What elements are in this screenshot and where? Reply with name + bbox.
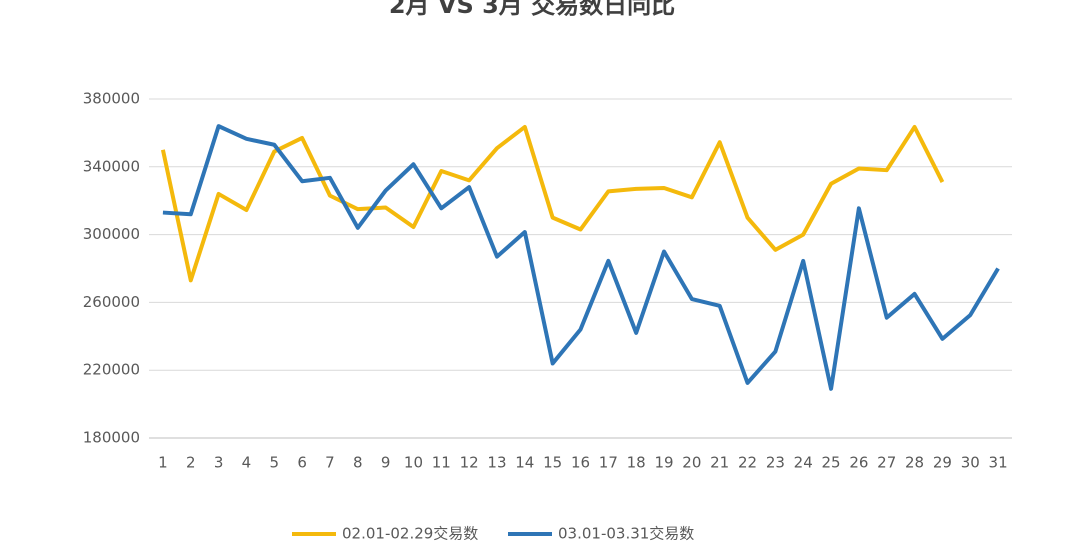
x-tick-label: 30 xyxy=(961,454,980,472)
y-tick-label: 300000 xyxy=(83,225,140,243)
y-tick-label: 180000 xyxy=(83,429,140,447)
x-tick-label: 16 xyxy=(571,454,590,472)
x-tick-label: 21 xyxy=(710,454,729,472)
x-tick-label: 4 xyxy=(242,454,252,472)
x-tick-label: 31 xyxy=(989,454,1008,472)
x-tick-label: 8 xyxy=(353,454,363,472)
y-tick-label: 340000 xyxy=(83,157,140,175)
x-tick-label: 2 xyxy=(186,454,196,472)
x-tick-label: 29 xyxy=(933,454,952,472)
x-tick-label: 18 xyxy=(627,454,646,472)
chart-title: 2月 VS 3月 交易数日同比 xyxy=(389,0,675,19)
x-tick-label: 22 xyxy=(738,454,757,472)
x-tick-label: 15 xyxy=(543,454,562,472)
x-tick-label: 7 xyxy=(325,454,335,472)
y-tick-label: 260000 xyxy=(83,293,140,311)
x-tick-label: 19 xyxy=(654,454,673,472)
x-tick-label: 3 xyxy=(214,454,224,472)
legend-label: 02.01-02.29交易数 xyxy=(342,525,478,543)
x-tick-label: 28 xyxy=(905,454,924,472)
x-tick-label: 10 xyxy=(404,454,423,472)
x-tick-label: 17 xyxy=(599,454,618,472)
series-line xyxy=(160,124,945,283)
legend-label: 03.01-03.31交易数 xyxy=(558,525,694,543)
x-tick-label: 26 xyxy=(849,454,868,472)
y-tick-label: 380000 xyxy=(83,90,140,108)
x-tick-label: 5 xyxy=(270,454,280,472)
x-tick-label: 1 xyxy=(158,454,168,472)
x-tick-label: 24 xyxy=(794,454,813,472)
x-tick-label: 27 xyxy=(877,454,896,472)
x-tick-label: 13 xyxy=(487,454,506,472)
x-tick-label: 25 xyxy=(822,454,841,472)
x-tick-label: 23 xyxy=(766,454,785,472)
x-tick-label: 9 xyxy=(381,454,391,472)
x-tick-label: 12 xyxy=(460,454,479,472)
x-tick-label: 6 xyxy=(297,454,307,472)
y-tick-label: 220000 xyxy=(83,361,140,379)
x-tick-label: 14 xyxy=(515,454,534,472)
x-tick-label: 11 xyxy=(432,454,451,472)
x-tick-label: 20 xyxy=(682,454,701,472)
series-line xyxy=(162,124,1000,391)
